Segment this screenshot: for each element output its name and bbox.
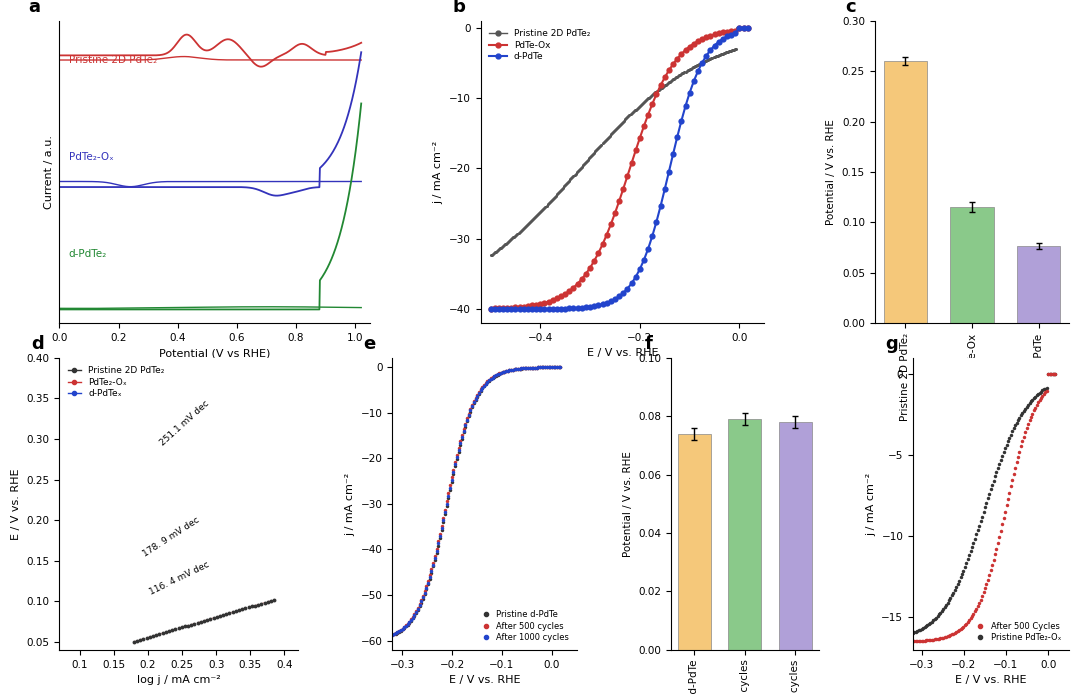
Y-axis label: Potential / V vs. RHE: Potential / V vs. RHE: [623, 451, 633, 557]
Bar: [678, 434, 711, 650]
Y-axis label: Potential / V vs. RHE: Potential / V vs. RHE: [826, 119, 836, 225]
Text: f: f: [645, 335, 652, 353]
X-axis label: E / V vs. RHE: E / V vs. RHE: [586, 348, 658, 359]
Y-axis label: j / mA cm⁻²: j / mA cm⁻²: [433, 140, 444, 204]
Text: a: a: [28, 0, 40, 16]
Text: g: g: [885, 335, 897, 353]
X-axis label: log j / mA cm⁻²: log j / mA cm⁻²: [137, 675, 220, 685]
Bar: [883, 61, 927, 323]
Text: 251.1 mV dec: 251.1 mV dec: [159, 399, 211, 448]
Text: Pristine 2D PdTe₂: Pristine 2D PdTe₂: [69, 55, 157, 65]
Legend: After 500 Cycles, Pristine PdTe₂-Oₓ: After 500 Cycles, Pristine PdTe₂-Oₓ: [973, 619, 1065, 646]
Bar: [779, 422, 812, 650]
Y-axis label: j / mA cm⁻²: j / mA cm⁻²: [346, 472, 355, 536]
Text: e: e: [363, 335, 375, 353]
Bar: [950, 207, 994, 323]
Text: d: d: [30, 335, 43, 353]
Y-axis label: j / mA cm⁻²: j / mA cm⁻²: [866, 472, 876, 536]
X-axis label: E / V vs. RHE: E / V vs. RHE: [956, 675, 1027, 685]
Text: b: b: [453, 0, 465, 16]
Legend: Pristine d-PdTe, After 500 cycles, After 1000 cycles: Pristine d-PdTe, After 500 cycles, After…: [478, 607, 572, 646]
Text: d-PdTe₂: d-PdTe₂: [69, 249, 107, 259]
Text: 178. 9 mV dec: 178. 9 mV dec: [141, 515, 201, 559]
Text: c: c: [846, 0, 856, 16]
Text: 116. 4 mV dec: 116. 4 mV dec: [148, 560, 211, 597]
Text: PdTe₂-Oₓ: PdTe₂-Oₓ: [69, 152, 113, 162]
X-axis label: E / V vs. RHE: E / V vs. RHE: [449, 675, 521, 685]
Y-axis label: E / V vs. RHE: E / V vs. RHE: [11, 468, 21, 539]
Legend: Pristine 2D PdTe₂, PdTe₂-Oₓ, d-PdTeₓ: Pristine 2D PdTe₂, PdTe₂-Oₓ, d-PdTeₓ: [64, 362, 168, 402]
X-axis label: Potential (V vs RHE): Potential (V vs RHE): [159, 348, 270, 359]
Legend: Pristine 2D PdTe₂, PdTe-Ox, d-PdTe: Pristine 2D PdTe₂, PdTe-Ox, d-PdTe: [485, 25, 594, 65]
Bar: [728, 419, 761, 650]
Y-axis label: Current / a.u.: Current / a.u.: [44, 135, 54, 209]
Bar: [1017, 245, 1061, 323]
